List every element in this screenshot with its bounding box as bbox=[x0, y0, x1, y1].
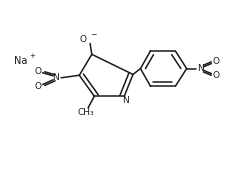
Text: −: − bbox=[90, 30, 96, 39]
Text: O: O bbox=[34, 82, 41, 91]
Text: +: + bbox=[29, 53, 35, 59]
Text: CH₃: CH₃ bbox=[77, 108, 94, 117]
Text: Na: Na bbox=[14, 56, 28, 66]
Text: N: N bbox=[52, 73, 59, 82]
Text: O: O bbox=[212, 57, 218, 66]
Text: N: N bbox=[122, 96, 128, 105]
Text: N: N bbox=[196, 64, 203, 73]
Text: O: O bbox=[34, 67, 41, 76]
Text: O: O bbox=[212, 71, 218, 80]
Text: O: O bbox=[79, 35, 86, 44]
